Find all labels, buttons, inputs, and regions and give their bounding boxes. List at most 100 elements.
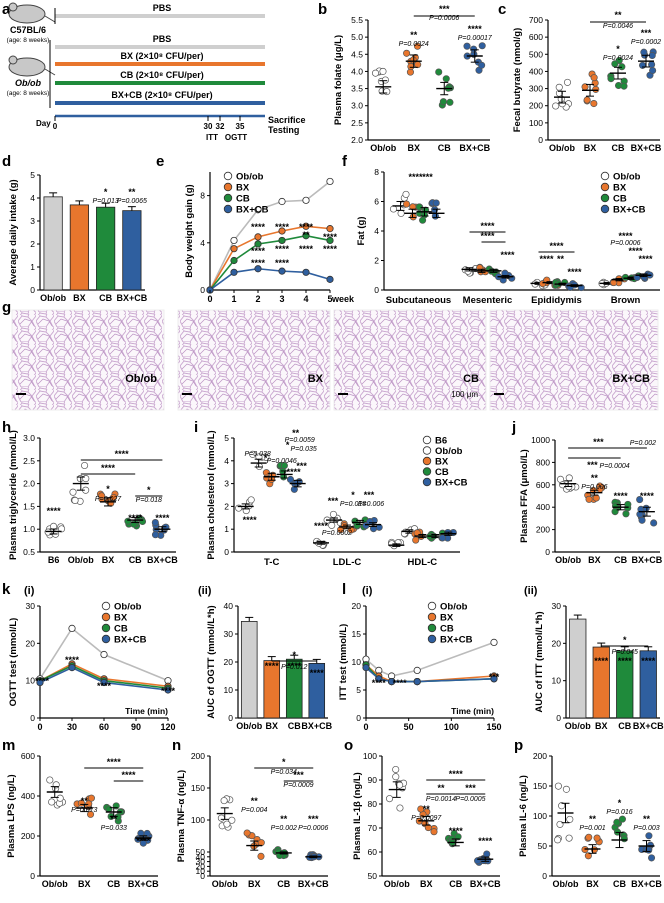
- y-tick-label: 10: [552, 676, 562, 686]
- data-point: [583, 96, 591, 104]
- series-point: [254, 265, 262, 273]
- legend-marker: [223, 204, 233, 214]
- y-tick-label: 800: [536, 457, 550, 467]
- data-point: [413, 529, 421, 537]
- x-axis-label: week: [331, 294, 355, 304]
- y-axis-label: Plasma TNF-α (ng/L): [176, 770, 187, 862]
- x-axis-label: Time (min): [125, 706, 168, 716]
- series-point: [490, 638, 498, 647]
- x-tick-label: CB: [99, 293, 112, 303]
- significance-stars: ****: [641, 656, 656, 666]
- x-tick-label: BX+CB: [128, 879, 159, 889]
- y-tick-label: 5: [224, 433, 229, 443]
- series-point: [230, 268, 238, 276]
- significance-stars: *: [147, 485, 151, 495]
- p-value-label: P=0.002: [630, 440, 656, 447]
- strain-label: Ob/ob: [15, 78, 41, 88]
- data-point: [46, 776, 54, 784]
- significance-stars: **: [614, 10, 622, 20]
- significance-stars: **: [81, 796, 89, 806]
- x-tick-label: BX: [586, 879, 599, 889]
- y-axis-label: Plasma cholesterol (mmol/L): [206, 430, 217, 559]
- legend-marker: [223, 171, 233, 181]
- p-value-label: P=0.0046: [267, 458, 297, 465]
- data-point: [554, 836, 562, 844]
- y-tick-label: 20: [552, 638, 562, 648]
- legend-marker: [600, 182, 610, 192]
- legend-label: Ob/ob: [236, 172, 264, 183]
- legend-marker: [600, 171, 610, 181]
- series-line: [39, 662, 169, 688]
- data-point: [554, 782, 562, 790]
- significance-stars: ****: [161, 686, 176, 696]
- timeline-tick-label: 35: [236, 122, 245, 131]
- y-tick-label: 100: [529, 118, 543, 128]
- data-point: [585, 495, 593, 503]
- significance-stars: ****: [480, 231, 495, 241]
- y-tick-label: 1.5: [23, 501, 35, 511]
- p-value-label: P=0.0024: [399, 41, 429, 48]
- timeline-tick-label: 32: [216, 122, 225, 131]
- data-point: [85, 800, 93, 808]
- x-tick-label: BX: [407, 143, 420, 153]
- series-line: [39, 627, 169, 682]
- significance-stars: ****: [468, 24, 483, 34]
- series-point: [326, 225, 334, 233]
- significance-stars: **: [251, 796, 259, 806]
- series-point: [254, 240, 262, 248]
- significance-stars: ****: [251, 246, 266, 256]
- y-tick-label: 400: [529, 66, 543, 76]
- y-tick-label: 3.5: [351, 84, 363, 94]
- data-point: [385, 795, 394, 803]
- p-value-label: P=0.00017: [458, 35, 493, 42]
- significance-stars: ***: [308, 814, 319, 824]
- histology-label: BX: [308, 373, 324, 385]
- y-tick-label: 4.0: [351, 66, 363, 76]
- data-point: [383, 88, 391, 96]
- panel-letter: e: [156, 153, 164, 170]
- data-point: [565, 834, 573, 842]
- p-value-label: P=0.016: [606, 809, 632, 816]
- data-point: [590, 74, 598, 82]
- p-value-label: P=0.002: [271, 825, 297, 832]
- x-tick-label: Ob/ob: [68, 555, 94, 565]
- y-tick-label: 5: [356, 685, 361, 695]
- significance-stars: ****: [136, 836, 151, 846]
- x-tick-label: 4: [303, 294, 308, 304]
- group-label: BX (2×10⁸ CFU/per): [120, 51, 203, 61]
- y-tick-label: 30: [552, 601, 562, 611]
- y-tick-label: 2.0: [23, 479, 35, 489]
- subpanel-label: (ii): [524, 585, 538, 597]
- significance-stars: ****: [287, 467, 302, 477]
- legend-label: Ob/ob: [435, 446, 463, 457]
- x-tick-label: LDL-C: [333, 557, 362, 568]
- series-point: [278, 197, 286, 206]
- y-axis-label: Plasma triglyceride (mmol/L): [8, 430, 19, 560]
- legend-label: BX+CB: [114, 635, 147, 646]
- p-value-label: P=0.004: [241, 807, 267, 814]
- significance-stars: **: [557, 254, 565, 264]
- data-point: [371, 69, 380, 77]
- y-tick-label: 2: [374, 256, 379, 266]
- x-tick-label: 0: [207, 294, 212, 304]
- legend-marker: [427, 634, 437, 644]
- data-point: [151, 531, 160, 539]
- panel-letter: j: [511, 419, 516, 436]
- p-value-label: P=0.034: [271, 769, 297, 776]
- x-tick-label: 1: [231, 294, 236, 304]
- panel-letter: h: [2, 419, 11, 436]
- p-value-label: P=0.045: [612, 649, 638, 656]
- data-point: [413, 42, 422, 50]
- legend-marker: [422, 477, 432, 487]
- x-tick-label: 150: [486, 722, 501, 732]
- p-value-label: P=0.033: [101, 825, 127, 832]
- mouse-icon: [8, 4, 46, 24]
- y-tick-label: 5: [30, 170, 35, 180]
- significance-stars: ***: [641, 28, 652, 38]
- series-line: [365, 641, 495, 677]
- y-tick-label: 80: [368, 799, 378, 809]
- data-point: [280, 462, 288, 470]
- panel-letter: g: [2, 299, 11, 316]
- legend-marker: [427, 612, 437, 622]
- y-tick-label: 2.5: [351, 118, 363, 128]
